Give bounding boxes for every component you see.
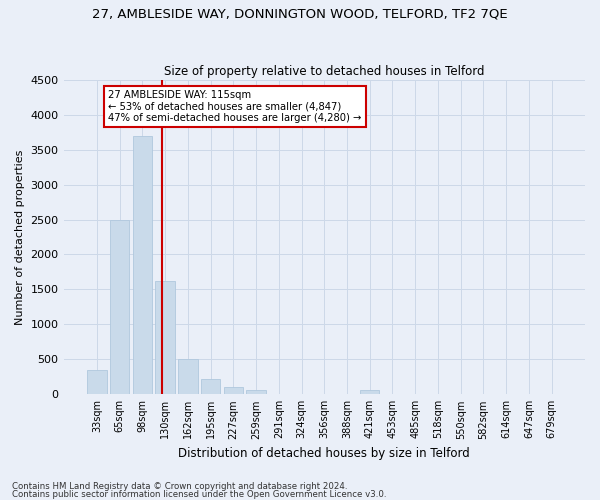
Bar bbox=[178, 360, 197, 394]
X-axis label: Distribution of detached houses by size in Telford: Distribution of detached houses by size … bbox=[178, 447, 470, 460]
Y-axis label: Number of detached properties: Number of detached properties bbox=[15, 150, 25, 324]
Bar bbox=[201, 379, 220, 394]
Bar bbox=[360, 390, 379, 394]
Text: Contains public sector information licensed under the Open Government Licence v3: Contains public sector information licen… bbox=[12, 490, 386, 499]
Text: 27, AMBLESIDE WAY, DONNINGTON WOOD, TELFORD, TF2 7QE: 27, AMBLESIDE WAY, DONNINGTON WOOD, TELF… bbox=[92, 8, 508, 20]
Bar bbox=[110, 220, 130, 394]
Bar bbox=[155, 281, 175, 394]
Bar bbox=[224, 388, 243, 394]
Text: 27 AMBLESIDE WAY: 115sqm
← 53% of detached houses are smaller (4,847)
47% of sem: 27 AMBLESIDE WAY: 115sqm ← 53% of detach… bbox=[108, 90, 362, 124]
Title: Size of property relative to detached houses in Telford: Size of property relative to detached ho… bbox=[164, 66, 485, 78]
Bar bbox=[87, 370, 107, 394]
Bar bbox=[247, 390, 266, 394]
Bar bbox=[133, 136, 152, 394]
Text: Contains HM Land Registry data © Crown copyright and database right 2024.: Contains HM Land Registry data © Crown c… bbox=[12, 482, 347, 491]
